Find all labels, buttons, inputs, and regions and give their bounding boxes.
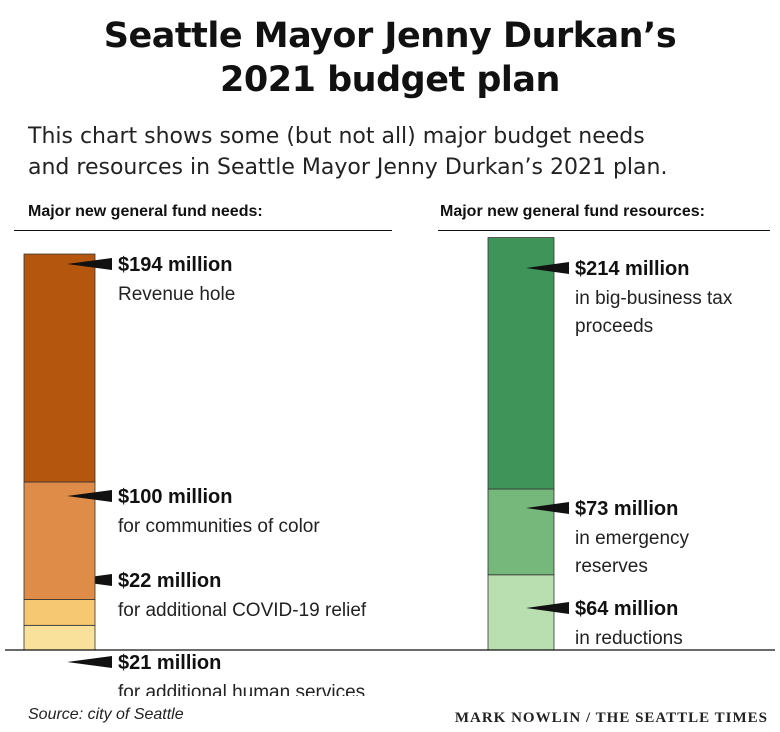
resources-pointer-3: [526, 262, 569, 274]
resources-desc-label-2-2: reserves: [575, 556, 648, 577]
title-line-2: 2021 budget plan: [220, 60, 560, 100]
needs-header-rule: [14, 230, 392, 231]
resources-bar-segment-1: [487, 574, 555, 651]
chart-title: Seattle Mayor Jenny Durkan’s 2021 budget…: [0, 14, 780, 102]
needs-desc-label-4-1: Revenue hole: [118, 284, 235, 305]
subtitle-line-2: and resources in Seattle Mayor Jenny Dur…: [28, 155, 668, 180]
needs-desc-label-3-1: for communities of color: [118, 516, 320, 537]
needs-amount-label-4: $194 million: [118, 254, 233, 276]
resources-desc-label-1-1: in reductions: [575, 628, 683, 649]
needs-bar-segment-4: [23, 253, 96, 483]
resources-desc-label-3-1: in big-business tax: [575, 288, 733, 309]
needs-bar-segment-2: [23, 599, 96, 626]
resources-pointer-1: [526, 602, 569, 614]
needs-pointer-3: [67, 490, 112, 502]
chart-subtitle: This chart shows some (but not all) majo…: [28, 121, 768, 183]
resources-amount-label-2: $73 million: [575, 498, 678, 520]
needs-bar-group: $21 million for additional human services…: [23, 253, 367, 696]
title-line-1: Seattle Mayor Jenny Durkan’s: [103, 16, 677, 56]
needs-amount-label-3: $100 million: [118, 486, 233, 508]
source-note: Source: city of Seattle: [28, 706, 184, 723]
needs-desc-label-1-1: for additional human services: [118, 682, 365, 696]
needs-header: Major new general fund needs:: [28, 203, 263, 220]
resources-desc-label-3-2: proceeds: [575, 316, 653, 337]
resources-bar-group: $64 million in reductions $73 million in em…: [487, 237, 733, 651]
needs-amount-label-1: $21 million: [118, 652, 221, 674]
resources-amount-label-3: $214 million: [575, 258, 690, 280]
resources-amount-label-1: $64 million: [575, 598, 678, 620]
subtitle-line-1: This chart shows some (but not all) majo…: [28, 124, 645, 149]
credit-line: MARK NOWLIN / THE SEATTLE TIMES: [454, 710, 768, 726]
needs-bar-segment-1: [23, 624, 96, 651]
needs-bar-segment-3: [23, 481, 96, 600]
resources-bar-segment-3: [487, 237, 555, 490]
resources-pointer-2: [526, 502, 569, 514]
resources-desc-label-2-1: in emergency: [575, 528, 690, 549]
resources-bar-segment-2: [487, 488, 555, 576]
needs-amount-label-2: $22 million: [118, 570, 221, 592]
needs-pointer-4: [67, 258, 112, 270]
resources-header-rule: [438, 230, 770, 231]
resources-header: Major new general fund resources:: [440, 203, 705, 220]
needs-pointer-1: [67, 656, 112, 668]
needs-desc-label-2-1: for additional COVID-19 relief: [118, 600, 367, 621]
stacked-bar-chart: $21 million for additional human services…: [5, 237, 775, 696]
